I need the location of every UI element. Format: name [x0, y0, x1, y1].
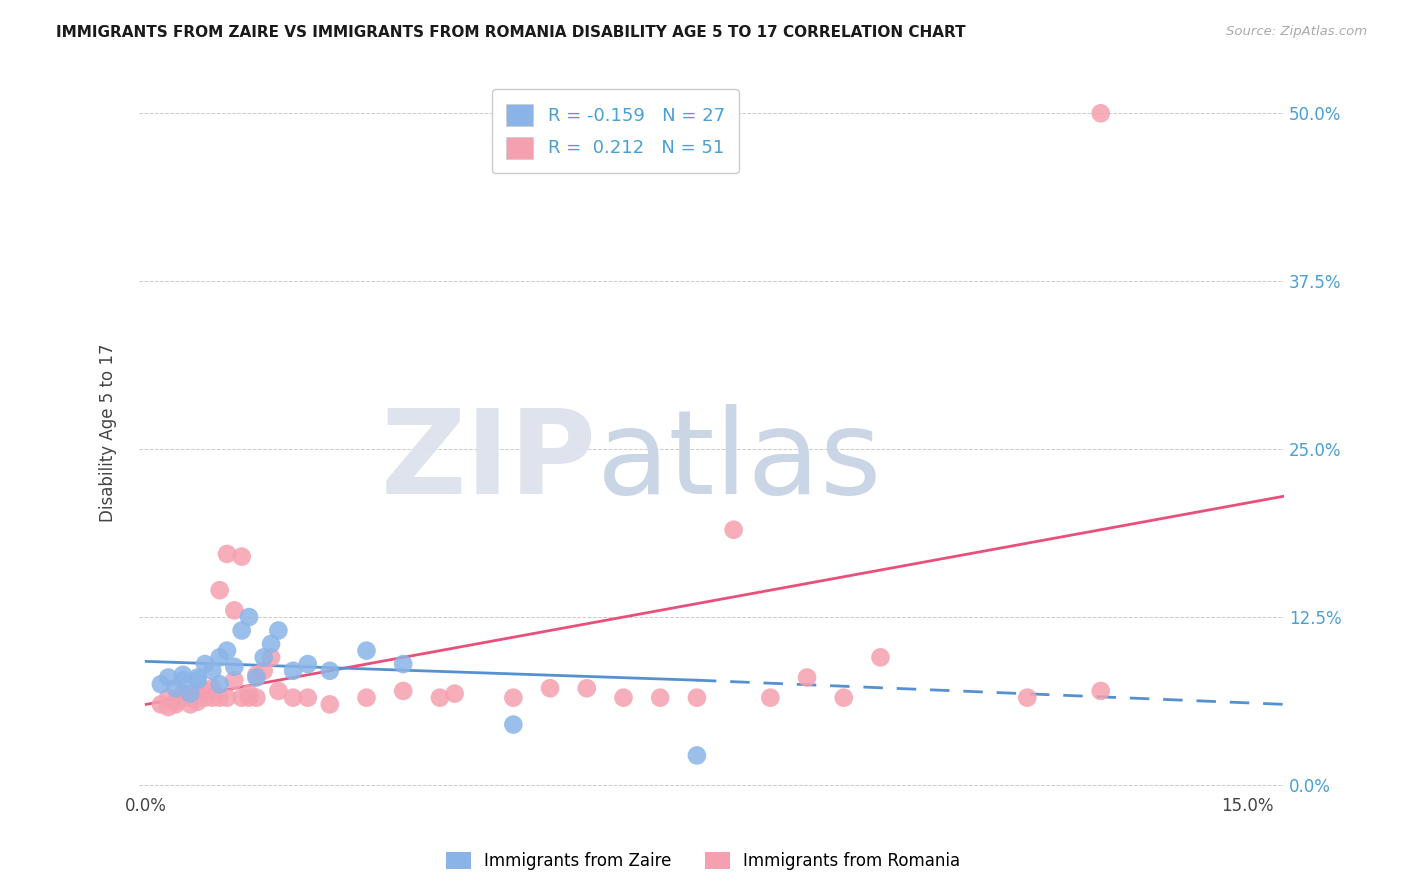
Point	[165, 698, 187, 712]
Point	[157, 690, 180, 705]
Point	[260, 650, 283, 665]
Legend: Immigrants from Zaire, Immigrants from Romania: Immigrants from Zaire, Immigrants from R…	[439, 845, 967, 877]
Text: IMMIGRANTS FROM ZAIRE VS IMMIGRANTS FROM ROMANIA DISABILITY AGE 5 TO 17 CORRELAT: IMMIGRANTS FROM ZAIRE VS IMMIGRANTS FROM…	[56, 25, 966, 40]
Point	[215, 643, 238, 657]
Point	[149, 677, 172, 691]
Point	[224, 673, 246, 688]
Point	[759, 690, 782, 705]
Text: atlas: atlas	[598, 403, 883, 518]
Point	[796, 671, 818, 685]
Point	[172, 687, 194, 701]
Point	[356, 643, 378, 657]
Point	[502, 717, 524, 731]
Point	[187, 687, 209, 701]
Point	[832, 690, 855, 705]
Point	[612, 690, 634, 705]
Text: ZIP: ZIP	[381, 403, 598, 518]
Point	[245, 690, 267, 705]
Point	[538, 681, 561, 696]
Point	[356, 690, 378, 705]
Point	[1090, 106, 1112, 120]
Point	[231, 690, 253, 705]
Point	[245, 671, 267, 685]
Point	[172, 668, 194, 682]
Point	[231, 624, 253, 638]
Point	[267, 684, 290, 698]
Point	[208, 690, 231, 705]
Point	[686, 748, 709, 763]
Point	[194, 684, 217, 698]
Point	[149, 698, 172, 712]
Point	[253, 664, 276, 678]
Point	[392, 684, 415, 698]
Point	[723, 523, 745, 537]
Point	[194, 690, 217, 705]
Point	[443, 687, 465, 701]
Point	[686, 690, 709, 705]
Point	[319, 698, 342, 712]
Point	[215, 690, 238, 705]
Point	[201, 681, 224, 696]
Point	[179, 698, 201, 712]
Point	[224, 659, 246, 673]
Point	[319, 664, 342, 678]
Point	[172, 673, 194, 688]
Point	[281, 690, 304, 705]
Point	[1017, 690, 1039, 705]
Point	[165, 681, 187, 696]
Point	[194, 657, 217, 671]
Point	[502, 690, 524, 705]
Y-axis label: Disability Age 5 to 17: Disability Age 5 to 17	[100, 343, 117, 522]
Point	[157, 671, 180, 685]
Point	[260, 637, 283, 651]
Point	[172, 690, 194, 705]
Point	[238, 690, 260, 705]
Point	[429, 690, 451, 705]
Point	[201, 664, 224, 678]
Point	[201, 690, 224, 705]
Point	[297, 690, 319, 705]
Point	[187, 673, 209, 688]
Point	[224, 603, 246, 617]
Point	[297, 657, 319, 671]
Point	[208, 677, 231, 691]
Legend: R = -0.159   N = 27, R =  0.212   N = 51: R = -0.159 N = 27, R = 0.212 N = 51	[492, 89, 740, 173]
Point	[231, 549, 253, 564]
Point	[187, 671, 209, 685]
Point	[245, 668, 267, 682]
Point	[238, 610, 260, 624]
Point	[165, 695, 187, 709]
Point	[1090, 684, 1112, 698]
Text: Source: ZipAtlas.com: Source: ZipAtlas.com	[1226, 25, 1367, 38]
Point	[650, 690, 672, 705]
Point	[253, 650, 276, 665]
Point	[208, 583, 231, 598]
Point	[267, 624, 290, 638]
Point	[179, 690, 201, 705]
Point	[179, 687, 201, 701]
Point	[238, 687, 260, 701]
Point	[869, 650, 891, 665]
Point	[281, 664, 304, 678]
Point	[187, 695, 209, 709]
Point	[575, 681, 598, 696]
Point	[392, 657, 415, 671]
Point	[208, 650, 231, 665]
Point	[215, 547, 238, 561]
Point	[157, 700, 180, 714]
